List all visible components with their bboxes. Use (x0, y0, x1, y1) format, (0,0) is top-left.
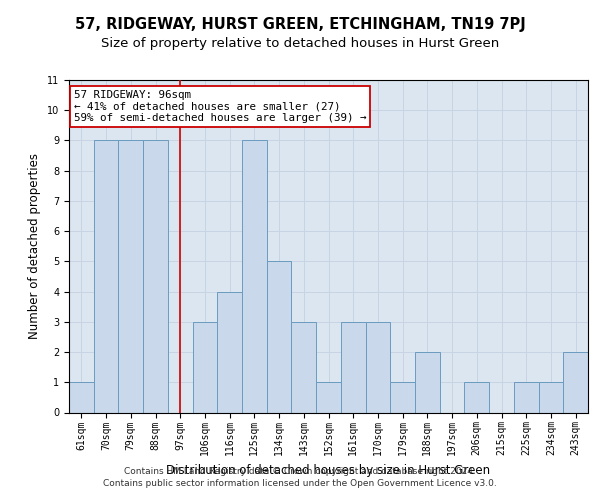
Bar (143, 140, 168, 412)
Bar (267, 262, 292, 412)
Text: 57 RIDGEWAY: 96sqm
← 41% of detached houses are smaller (27)
59% of semi-detache: 57 RIDGEWAY: 96sqm ← 41% of detached hou… (74, 90, 367, 123)
Bar (464, 382, 489, 412)
Bar (316, 382, 341, 412)
Bar (390, 382, 415, 412)
Bar (69, 382, 94, 412)
Bar (94, 140, 118, 412)
Bar (292, 322, 316, 412)
Y-axis label: Number of detached properties: Number of detached properties (28, 153, 41, 339)
Bar (563, 352, 588, 412)
X-axis label: Distribution of detached houses by size in Hurst Green: Distribution of detached houses by size … (166, 464, 491, 476)
Bar (539, 382, 563, 412)
Text: 57, RIDGEWAY, HURST GREEN, ETCHINGHAM, TN19 7PJ: 57, RIDGEWAY, HURST GREEN, ETCHINGHAM, T… (74, 18, 526, 32)
Bar (365, 322, 390, 412)
Bar (514, 382, 539, 412)
Bar (217, 292, 242, 412)
Bar (341, 322, 365, 412)
Bar (415, 352, 440, 412)
Bar (193, 322, 217, 412)
Text: Contains HM Land Registry data © Crown copyright and database right 2024.
Contai: Contains HM Land Registry data © Crown c… (103, 466, 497, 487)
Text: Size of property relative to detached houses in Hurst Green: Size of property relative to detached ho… (101, 38, 499, 51)
Bar (242, 140, 267, 412)
Bar (118, 140, 143, 412)
